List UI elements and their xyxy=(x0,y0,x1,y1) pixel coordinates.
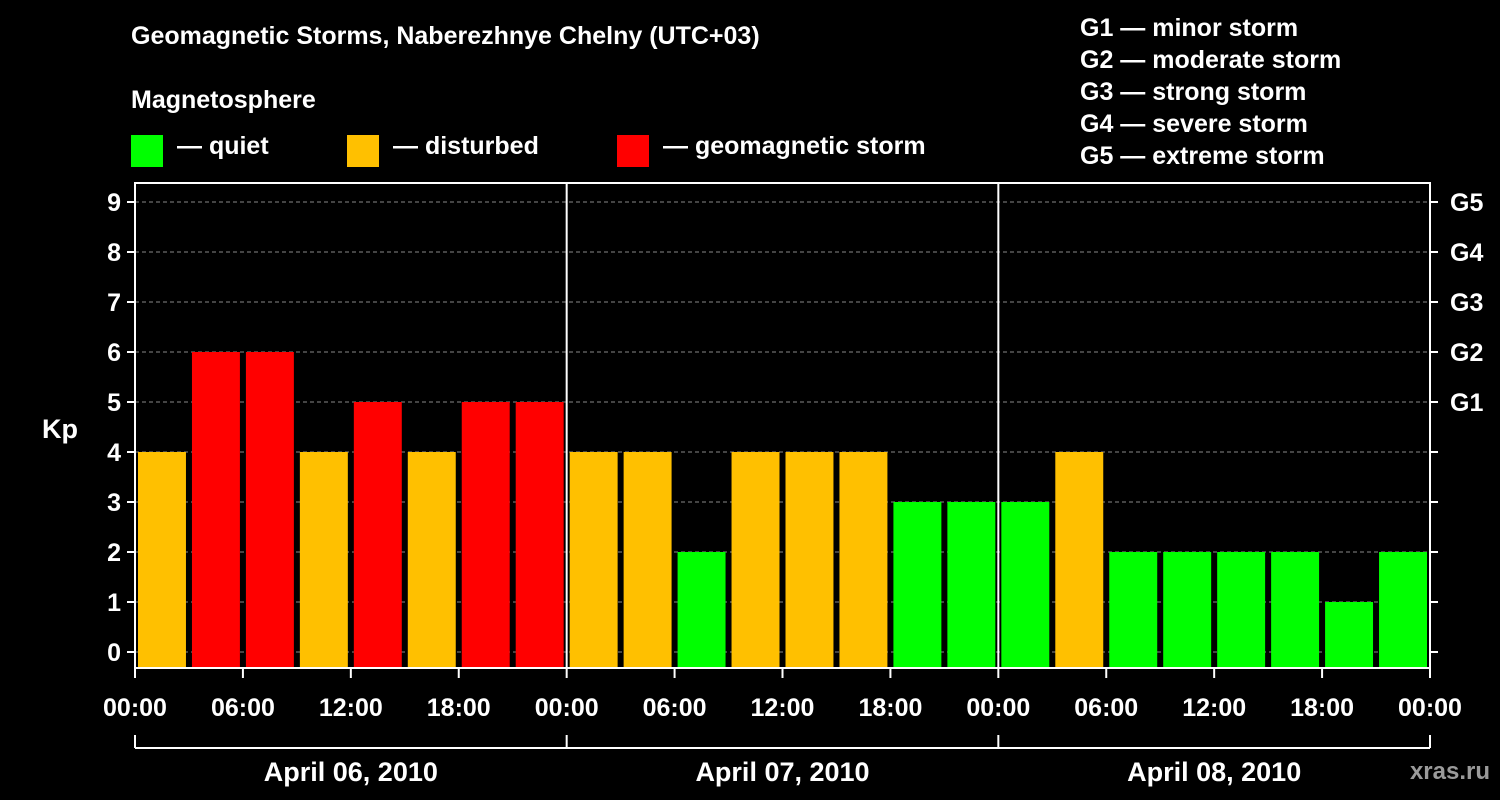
kp-bar xyxy=(893,502,942,668)
legend-title: Magnetosphere xyxy=(131,86,316,114)
kp-bar xyxy=(623,452,672,668)
storm-level-label: G5 xyxy=(1450,189,1483,217)
kp-bar xyxy=(1217,552,1266,668)
kp-bar xyxy=(138,452,186,668)
kp-bar xyxy=(353,402,402,668)
kp-bar xyxy=(299,452,348,668)
storm-level-label: G4 xyxy=(1450,239,1483,267)
kp-bar xyxy=(785,452,834,668)
kp-bar xyxy=(1055,452,1104,668)
legend-swatch-quiet xyxy=(131,135,163,167)
kp-bar xyxy=(515,402,564,668)
storm-level-label: G2 xyxy=(1450,339,1483,367)
y-tick-label: 6 xyxy=(107,339,121,367)
legend-label-disturbed: — disturbed xyxy=(393,132,539,160)
x-tick-label: 00:00 xyxy=(103,694,167,722)
y-tick-label: 5 xyxy=(107,389,121,417)
day-label: April 07, 2010 xyxy=(695,757,869,787)
x-tick-label: 12:00 xyxy=(751,694,815,722)
kp-bar xyxy=(1109,552,1158,668)
y-tick-label: 0 xyxy=(107,639,121,667)
x-tick-label: 06:00 xyxy=(211,694,275,722)
legend-swatch-disturbed xyxy=(347,135,379,167)
legend-label-storm: — geomagnetic storm xyxy=(663,132,926,160)
x-tick-label: 18:00 xyxy=(858,694,922,722)
kp-bar xyxy=(461,402,510,668)
storm-level-label: G1 xyxy=(1450,389,1483,417)
day-label: April 08, 2010 xyxy=(1127,757,1301,787)
kp-bar xyxy=(1163,552,1212,668)
x-tick-label: 00:00 xyxy=(535,694,599,722)
storm-scale-g2: G2 — moderate storm xyxy=(1080,46,1342,74)
kp-bar xyxy=(569,452,618,668)
kp-bar xyxy=(407,452,456,668)
kp-bar xyxy=(1325,602,1374,668)
storm-scale-g4: G4 — severe storm xyxy=(1080,110,1308,138)
x-tick-label: 18:00 xyxy=(427,694,491,722)
legend-label-quiet: — quiet xyxy=(177,132,269,160)
kp-bar xyxy=(839,452,888,668)
kp-bar xyxy=(1271,552,1320,668)
kp-bar xyxy=(1001,502,1050,668)
x-tick-label: 06:00 xyxy=(1074,694,1138,722)
y-tick-label: 7 xyxy=(107,289,121,317)
storm-scale-g5: G5 — extreme storm xyxy=(1080,142,1325,170)
kp-bar xyxy=(245,352,294,668)
y-tick-label: 9 xyxy=(107,189,121,217)
storm-scale-g1: G1 — minor storm xyxy=(1080,14,1299,42)
x-tick-label: 12:00 xyxy=(1182,694,1246,722)
y-tick-label: 1 xyxy=(107,589,121,617)
x-tick-label: 18:00 xyxy=(1290,694,1354,722)
kp-bar xyxy=(1379,552,1427,668)
legend-swatch-storm xyxy=(617,135,649,167)
chart-title: Geomagnetic Storms, Naberezhnye Chelny (… xyxy=(131,22,760,50)
y-tick-label: 3 xyxy=(107,489,121,517)
storm-level-label: G3 xyxy=(1450,289,1483,317)
x-tick-label: 06:00 xyxy=(643,694,707,722)
kp-bar xyxy=(191,352,240,668)
y-tick-label: 4 xyxy=(107,439,121,467)
watermark: xras.ru xyxy=(1409,758,1490,785)
x-tick-label: 00:00 xyxy=(966,694,1030,722)
x-tick-label: 12:00 xyxy=(319,694,383,722)
x-tick-label: 00:00 xyxy=(1398,694,1462,722)
kp-bar xyxy=(677,552,726,668)
storm-scale-g3: G3 — strong storm xyxy=(1080,78,1307,106)
kp-bar xyxy=(731,452,780,668)
y-tick-label: 8 xyxy=(107,239,121,267)
day-label: April 06, 2010 xyxy=(264,757,438,787)
kp-bar xyxy=(947,502,996,668)
y-axis-label: Kp xyxy=(42,414,78,444)
y-tick-label: 2 xyxy=(107,539,121,567)
